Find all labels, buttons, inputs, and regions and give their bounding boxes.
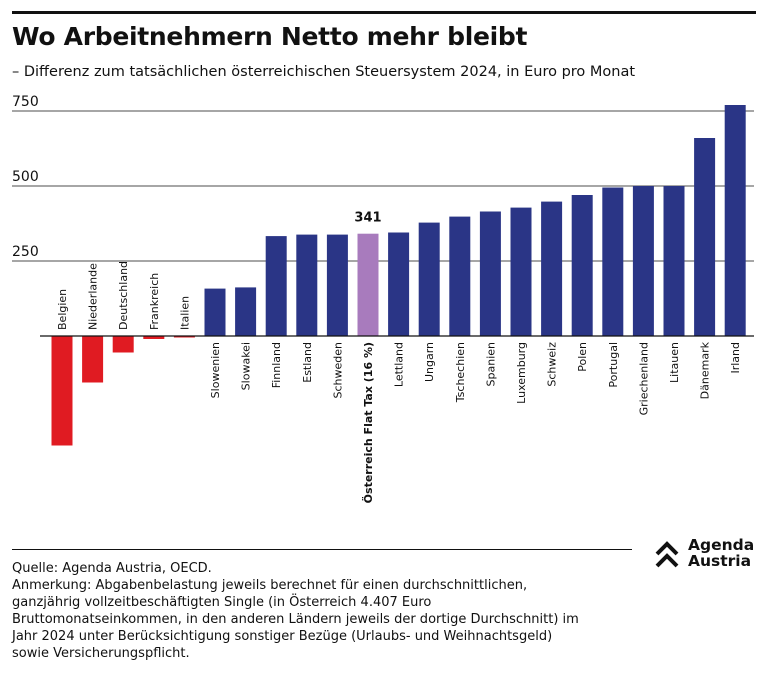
category-label-16: Schweiz: [546, 342, 559, 387]
category-label-17: Polen: [576, 342, 589, 372]
category-label-3: Frankreich: [148, 273, 161, 330]
bar-1: [82, 336, 104, 383]
bar-2: [112, 336, 134, 353]
bar-13: [449, 216, 471, 336]
category-label-8: Estland: [301, 342, 314, 383]
category-label-20: Litauen: [668, 342, 681, 383]
category-label-11: Lettland: [393, 342, 406, 387]
category-label-6: Slowakei: [240, 342, 253, 390]
bar-6: [235, 287, 257, 336]
bar-7: [265, 236, 287, 336]
footer-rule: [12, 549, 632, 550]
y-tick-label-750: 750: [12, 94, 39, 110]
bar-5: [204, 288, 226, 336]
category-label-15: Luxemburg: [515, 342, 528, 404]
bar-20: [663, 186, 685, 336]
category-label-10: Österreich Flat Tax (16 %): [361, 342, 375, 503]
bar-15: [510, 207, 532, 336]
agenda-austria-logo: Agenda Austria: [655, 537, 765, 571]
note-line-5: sowie Versicherungspflicht.: [12, 646, 190, 661]
bar-22: [724, 105, 746, 336]
category-label-19: Griechenland: [637, 342, 650, 415]
bar-19: [632, 186, 654, 336]
category-label-1: Niederlande: [87, 263, 100, 330]
bar-chart: 250 500 750 Belgien Niederlande Deutschland Fr…: [12, 94, 754, 503]
category-label-5: Slowenien: [209, 342, 222, 398]
bar-10: [357, 233, 379, 336]
bar-12: [418, 222, 440, 336]
bar-4: [173, 336, 195, 338]
category-label-2: Deutschland: [117, 261, 130, 330]
logo-line-2: Austria: [688, 552, 752, 570]
bar-17: [571, 195, 593, 336]
chart-title: Wo Arbeitnehmern Netto mehr bleibt: [12, 22, 528, 51]
category-label-12: Ungarn: [423, 342, 436, 382]
footer: Quelle: Agenda Austria, OECD. Anmerkung:…: [12, 560, 632, 662]
category-label-21: Dänemark: [699, 341, 712, 399]
bar-11: [388, 232, 410, 336]
note-line-3: Bruttomonatseinkommen, in den anderen Lä…: [12, 612, 579, 627]
category-label-9: Schweden: [331, 342, 344, 399]
category-label-14: Spanien: [484, 342, 497, 387]
highlight-data-label: 341: [354, 211, 381, 226]
bar-18: [602, 187, 624, 336]
bar-21: [694, 138, 716, 336]
note-line-4: Jahr 2024 unter Berücksichtigung sonstig…: [12, 629, 553, 644]
bar-16: [541, 201, 563, 336]
category-label-0: Belgien: [56, 289, 69, 330]
logo-wordmark: Agenda Austria: [688, 537, 754, 569]
category-label-4: Italien: [178, 296, 191, 330]
y-tick-label-250: 250: [12, 244, 39, 260]
category-label-7: Finnland: [270, 342, 283, 388]
category-label-22: Irland: [729, 342, 742, 374]
bar-3: [143, 336, 165, 339]
top-rule: [12, 11, 756, 14]
bar-14: [479, 211, 501, 336]
source-line: Quelle: Agenda Austria, OECD.: [12, 561, 212, 576]
bar-8: [296, 234, 318, 336]
logo-line-1: Agenda: [688, 536, 755, 554]
note-line-2: ganzjährig vollzeitbeschäftigten Single …: [12, 595, 432, 610]
chart-subtitle: – Differenz zum tatsächlichen österreich…: [12, 64, 636, 80]
y-tick-label-500: 500: [12, 169, 39, 185]
bar-0: [51, 336, 73, 446]
category-label-18: Portugal: [607, 342, 620, 388]
bar-9: [326, 234, 348, 336]
chevron-logo-icon: [655, 541, 679, 568]
category-label-13: Tschechien: [454, 342, 467, 403]
note-line-1: Anmerkung: Abgabenbelastung jeweils bere…: [12, 578, 528, 593]
